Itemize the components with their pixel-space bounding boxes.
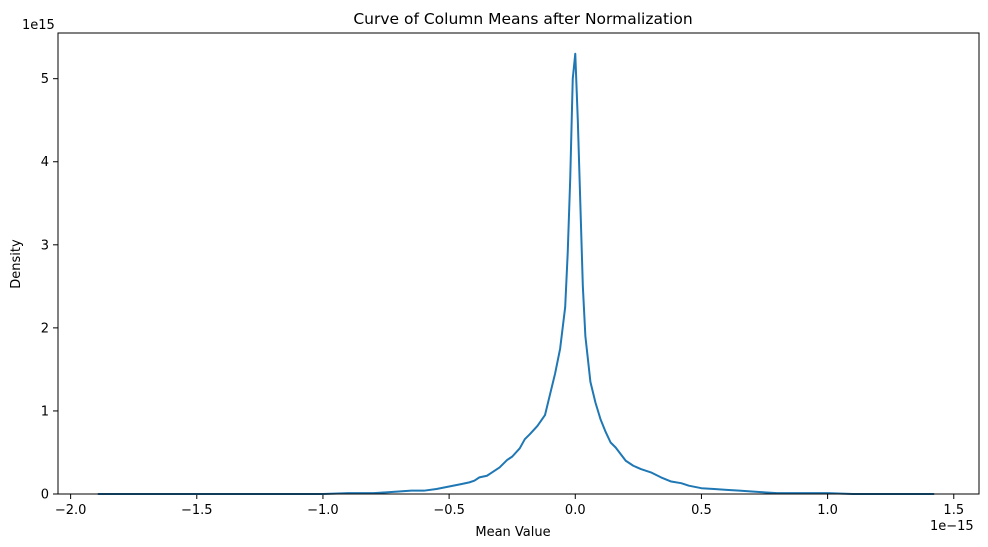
x-tick-label: −2.0 <box>55 503 87 518</box>
series-line <box>97 52 935 495</box>
x-tick-label: −1.0 <box>307 503 339 518</box>
x-tick-label: 1.0 <box>817 503 838 518</box>
y-offset-label: 1e15 <box>22 18 55 33</box>
chart-title: Curve of Column Means after Normalizatio… <box>353 10 692 28</box>
y-tick-label: 0 <box>41 488 49 503</box>
x-tick-label: −1.5 <box>181 503 213 518</box>
x-tick-label: −0.5 <box>433 503 465 518</box>
x-tick-label: 0.5 <box>691 503 712 518</box>
y-axis-label: Density <box>9 239 24 289</box>
y-tick-label: 4 <box>41 155 49 170</box>
x-tick-label: 1.5 <box>943 503 964 518</box>
y-tick-label: 1 <box>41 404 49 419</box>
plot-frame <box>57 32 980 495</box>
y-tick-label: 2 <box>41 321 49 336</box>
tick-layer: −2.0 −1.5 −1.0 −0.5 0.0 0.5 1.0 1.5 0 1 2 3 4 5 <box>41 72 964 518</box>
y-tick-label: 5 <box>41 72 49 87</box>
y-tick-label: 3 <box>41 238 49 253</box>
x-axis-label: Mean Value <box>475 525 550 540</box>
x-offset-label: 1e−15 <box>930 519 974 534</box>
x-tick-label: 0.0 <box>565 503 586 518</box>
